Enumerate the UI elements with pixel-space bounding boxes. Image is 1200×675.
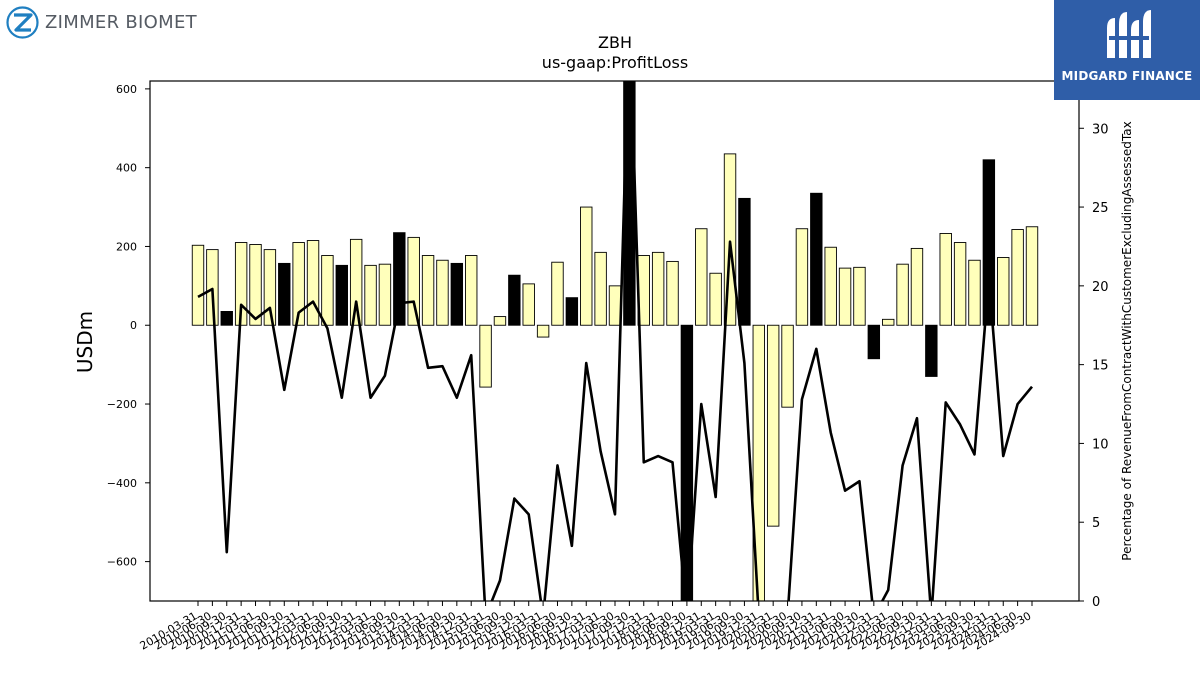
- bar-2019-09-30: [738, 197, 751, 326]
- y-tick-label: 0: [130, 319, 137, 332]
- y-tick-label: 400: [116, 162, 137, 175]
- y2-tick-label: 15: [1092, 359, 1109, 374]
- bar-2016-09-30: [565, 297, 579, 326]
- bar-2023-09-30: [968, 259, 981, 326]
- bar-2020-12-31: [810, 192, 823, 326]
- bar-2022-09-30: [910, 247, 924, 326]
- bar-2020-06-30: [781, 324, 794, 408]
- bar-2014-12-31: [465, 255, 478, 326]
- bar-2022-06-30: [896, 263, 909, 326]
- bar-2014-06-30: [436, 259, 449, 326]
- bar-2013-12-31: [407, 236, 420, 326]
- bar-2021-09-30: [853, 266, 866, 326]
- y2-tick-label: 0: [1092, 595, 1100, 610]
- bar-2020-09-30: [795, 228, 809, 326]
- bar-2023-12-31: [982, 159, 996, 326]
- zimmer-biomet-logo-icon: [6, 6, 39, 39]
- bar-2018-12-31: [695, 228, 708, 326]
- bar-2021-12-31: [867, 324, 881, 360]
- bar-2014-03-31: [421, 255, 435, 326]
- bar-2024-03-31: [997, 257, 1010, 326]
- bar-2017-03-31: [594, 251, 607, 326]
- sponsor-logo: MIDGARD FINANCE: [1054, 0, 1200, 100]
- bar-2011-06-30: [263, 249, 277, 326]
- bar-2021-06-30: [838, 267, 852, 326]
- bar-2010-06-30: [206, 249, 219, 326]
- bar-2015-12-31: [522, 283, 535, 326]
- chart-axes: −600−400−20002004006000510152025302010-0…: [107, 80, 1109, 653]
- bar-2015-03-31: [479, 324, 492, 388]
- bar-2015-06-30: [493, 316, 507, 326]
- bar-2013-03-31: [364, 264, 377, 326]
- midgard-finance-logo-icon: [1107, 10, 1151, 58]
- bar-2016-12-31: [580, 206, 593, 326]
- bar-2019-03-31: [709, 272, 722, 326]
- y-tick-label: −400: [107, 477, 137, 490]
- bar-2023-03-31: [939, 232, 952, 326]
- y2-tick-label: 10: [1092, 437, 1109, 452]
- bar-2014-09-30: [450, 262, 464, 326]
- percentage-line: [197, 81, 1034, 601]
- company-logo-text: ZIMMER BIOMET: [45, 12, 197, 33]
- y-tick-label: −600: [107, 556, 137, 569]
- bar-2012-06-30: [321, 255, 334, 326]
- bar-series: [191, 81, 1039, 601]
- y2-tick-label: 5: [1092, 516, 1100, 531]
- bar-2023-06-30: [953, 242, 967, 326]
- bar-2012-12-31: [349, 238, 363, 326]
- chart-title: ZBH: [598, 33, 632, 52]
- company-logo: ZIMMER BIOMET: [6, 6, 197, 39]
- percentage-line-series: [197, 81, 1034, 601]
- bar-2021-03-31: [824, 246, 837, 326]
- bar-2011-12-31: [292, 242, 305, 326]
- y2-axis-label: Percentage of RevenueFromContractWithCus…: [1120, 121, 1134, 560]
- bar-2012-03-31: [306, 240, 320, 326]
- y-tick-label: 600: [116, 83, 137, 96]
- bar-2018-09-30: [680, 324, 694, 601]
- bar-2016-03-31: [536, 324, 550, 338]
- bar-2013-06-30: [378, 263, 392, 326]
- bar-2022-03-31: [882, 318, 895, 326]
- bar-2011-03-31: [249, 244, 262, 326]
- sponsor-logo-text: MIDGARD FINANCE: [1061, 69, 1193, 83]
- y2-tick-label: 20: [1092, 280, 1109, 295]
- chart-subtitle: us-gaap:ProfitLoss: [542, 53, 688, 72]
- bar-2016-06-30: [551, 261, 564, 326]
- bar-2024-09-30: [1025, 226, 1039, 326]
- y-tick-label: −200: [107, 398, 137, 411]
- bar-2018-06-30: [666, 260, 679, 326]
- bar-2024-06-30: [1011, 229, 1024, 326]
- bar-2012-09-30: [335, 264, 348, 326]
- bar-2017-06-30: [608, 285, 622, 326]
- bar-2019-06-30: [723, 153, 737, 326]
- bar-2015-09-30: [508, 274, 521, 326]
- y2-tick-label: 30: [1092, 122, 1109, 137]
- bar-2018-03-31: [651, 251, 665, 326]
- bar-2010-03-31: [191, 244, 205, 326]
- bar-2013-09-30: [393, 232, 406, 326]
- y-axis-label: USDm: [73, 311, 97, 373]
- bar-2020-03-31: [766, 324, 780, 527]
- bar-2019-12-31: [752, 324, 765, 601]
- plot-frame: [149, 80, 1080, 602]
- y2-tick-label: 25: [1092, 201, 1109, 216]
- y-tick-label: 200: [116, 240, 137, 253]
- bar-2010-09-30: [220, 311, 233, 326]
- bar-2022-12-31: [925, 324, 938, 377]
- bar-2011-09-30: [278, 262, 291, 326]
